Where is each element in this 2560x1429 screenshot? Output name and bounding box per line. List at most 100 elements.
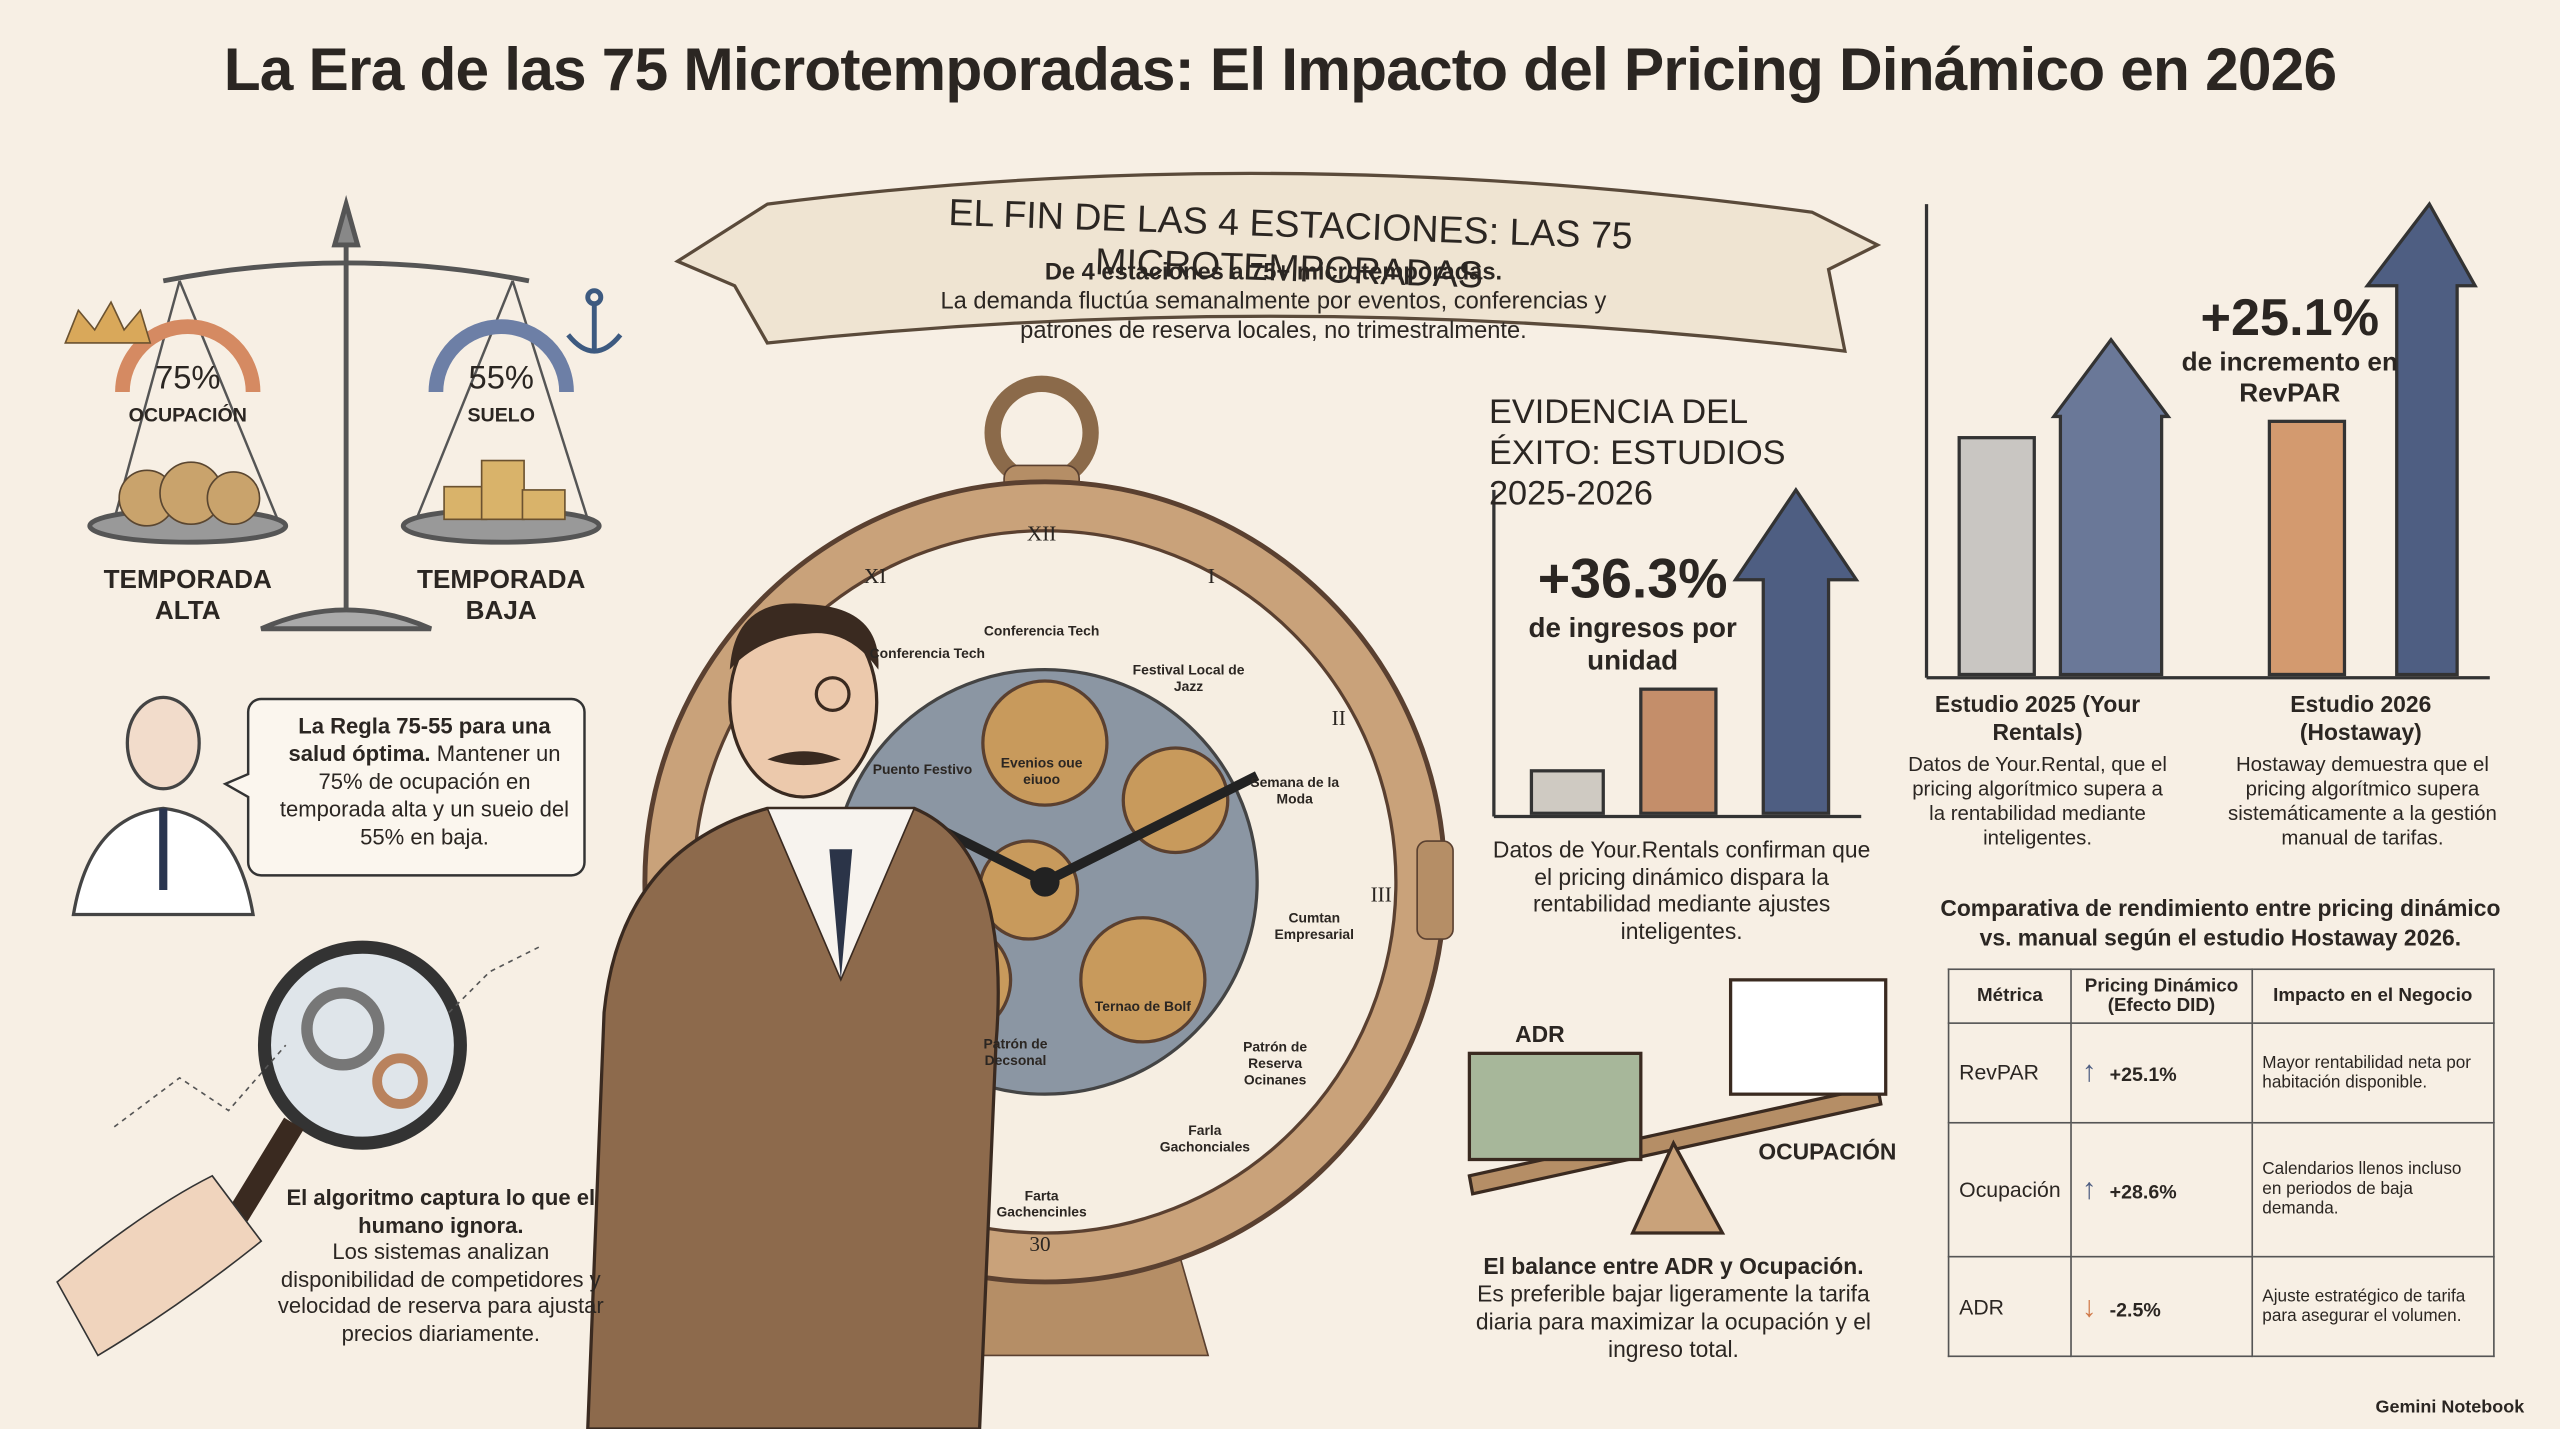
low-label: SUELO	[467, 403, 535, 427]
trend-arrow: ↑	[2081, 1172, 2097, 1206]
cell-text: -2.5%	[2109, 1297, 2161, 1321]
decoration	[511, 280, 589, 520]
studies-chart	[1924, 201, 2490, 680]
decoration	[585, 288, 604, 307]
decoration	[1042, 771, 1260, 887]
rule-bold: La Regla 75-55 para una salud óptima.	[288, 713, 551, 766]
balance-body: Es preferible bajar ligeramente la tarif…	[1475, 1280, 1872, 1363]
table-caption: Comparativa de rendimiento entre pricing…	[1940, 894, 2501, 951]
decoration	[1728, 978, 1888, 1096]
study-label: Estudio 2026 (Hostaway)	[2290, 690, 2432, 745]
evidence-title: EVIDENCIA DEL ÉXITO: ESTUDIOS 2025-2026	[1488, 393, 1786, 513]
clock-event: Festival Local de Jazz	[1132, 661, 1245, 695]
studies-stat-label: de incremento en RevPAR	[2181, 349, 2398, 409]
decoration: Métrica Pricing Dinámico (Efecto DID) Impa…	[1947, 968, 2495, 1024]
decoration	[206, 471, 261, 526]
decoration	[1639, 687, 1718, 815]
table-cell: ADR	[1947, 1256, 2073, 1358]
doctor	[71, 695, 255, 917]
evidence-stat-label: de ingresos por unidad	[1528, 612, 1737, 677]
coins	[443, 459, 566, 521]
gentleman	[586, 603, 1000, 1429]
trend-arrow: ↓	[2081, 1289, 2097, 1323]
clock-event: Conferencia Tech	[983, 622, 1100, 639]
decoration	[1732, 487, 1860, 815]
study-text: Hostaway demuestra que el pricing algorí…	[2228, 752, 2497, 850]
rule-text: La Regla 75-55 para una salud óptima. Ma…	[278, 712, 572, 851]
clock-numeral: I	[1207, 563, 1215, 588]
cell-text: Ajuste estratégico de tarifa para asegur…	[2262, 1287, 2466, 1327]
cell-text: Ocupación	[1959, 1177, 2061, 1202]
decoration	[521, 489, 566, 521]
study-text: Datos de Your.Rental, que el pricing alg…	[1908, 752, 2167, 850]
evidence-stat: +36.3%	[1537, 548, 1728, 611]
seesaw	[1467, 978, 1888, 1235]
decoration	[981, 679, 1109, 807]
algorithm-text: El algoritmo captura lo que el humano ig…	[278, 1186, 605, 1348]
decoration	[125, 695, 201, 791]
rule-body: Mantener un 75% de ocupación en temporad…	[279, 741, 570, 850]
cell-text: ADR	[1959, 1294, 2005, 1319]
decoration	[1416, 840, 1454, 940]
clock-event: Puento Festivo	[872, 761, 973, 778]
clock-event: Evenios oue eiuoo	[1000, 754, 1083, 788]
algorithm-bold: El algoritmo captura lo que el humano ig…	[286, 1185, 596, 1238]
decoration	[1467, 1084, 1883, 1196]
trend-arrow: ↑	[2081, 1055, 2097, 1089]
decoration	[566, 333, 623, 354]
table-header-cell: Métrica	[1947, 968, 2073, 1024]
table-row: RevPAR ↑ +25.1% Mayor rentabilidad neta por…	[1947, 1022, 2495, 1123]
decoration	[1630, 1139, 1726, 1235]
decoration	[1079, 916, 1207, 1044]
comparison-table: Métrica Pricing Dinámico (Efecto DID) Impa…	[1947, 968, 2495, 1358]
cell-text: +25.1%	[2109, 1063, 2177, 1087]
intro-body: La demanda fluctúa semanalmente por even…	[940, 289, 1607, 345]
table-cell: Calendarios llenos incluso en periodos d…	[2250, 1121, 2495, 1259]
clock-event: Farla Gachonciales	[1159, 1121, 1251, 1155]
gauge-low	[428, 319, 574, 393]
balance-right: OCUPACIÓN	[1758, 1138, 1897, 1165]
clock-numeral: XI	[863, 563, 887, 588]
high-label: OCUPACIÓN	[128, 403, 247, 427]
banner-ribbon	[674, 171, 1882, 354]
high-value: 75%	[155, 360, 221, 397]
cell-text: Calendarios llenos incluso en periodos d…	[2262, 1160, 2462, 1220]
magnifier	[56, 940, 540, 1357]
decoration	[1030, 867, 1060, 897]
decoration	[113, 1044, 287, 1128]
decoration	[56, 1174, 263, 1357]
cell-text: +28.6%	[2109, 1180, 2177, 1204]
low-caption: TEMPORADA BAJA	[417, 566, 586, 626]
decoration	[1529, 769, 1605, 815]
balance-bold: El balance entre ADR y Ocupación.	[1483, 1252, 1864, 1279]
footer: Gemini Notebook	[2375, 1397, 2525, 1418]
decoration	[257, 940, 467, 1150]
decoration	[162, 260, 530, 284]
clock-numeral: II	[1331, 705, 1346, 730]
cell-text: Mayor rentabilidad neta por habitación d…	[2262, 1053, 2471, 1093]
clock-event: Patrón de Reserva Ocinanes	[1243, 1038, 1308, 1088]
evidence-caption: Datos de Your.Rentals confirman que el p…	[1492, 836, 1871, 944]
high-caption: TEMPORADA ALTA	[103, 566, 272, 626]
decoration	[729, 603, 879, 670]
table-cell: ↑ +28.6%	[2070, 1121, 2253, 1259]
table-cell: Ajuste estratégico de tarifa para asegur…	[2250, 1256, 2495, 1358]
table-cell: ↑ +25.1%	[2070, 1022, 2253, 1123]
decoration	[1467, 1051, 1643, 1162]
decoration	[372, 1053, 428, 1109]
study-label: Estudio 2025 (Your Rentals)	[1934, 690, 2141, 745]
decoration	[301, 987, 385, 1071]
table-header-cell: Pricing Dinámico (Efecto DID)	[2070, 968, 2253, 1024]
table-body: RevPAR ↑ +25.1% Mayor rentabilidad neta por…	[1947, 1022, 2495, 1358]
decoration	[448, 946, 540, 1014]
table-wrap: Métrica Pricing Dinámico (Efecto DID) Impa…	[1947, 968, 2495, 1358]
decoration	[260, 607, 433, 632]
table-cell: Ocupación	[1947, 1121, 2073, 1259]
decoration	[443, 485, 488, 521]
low-value: 55%	[468, 360, 534, 397]
page-title: La Era de las 75 Microtemporadas: El Imp…	[223, 35, 2337, 103]
intro-bold: De 4 estaciones a 75+ microtemporadas.	[1044, 259, 1503, 286]
clock-numeral: III	[1370, 881, 1392, 907]
decoration	[480, 459, 525, 521]
